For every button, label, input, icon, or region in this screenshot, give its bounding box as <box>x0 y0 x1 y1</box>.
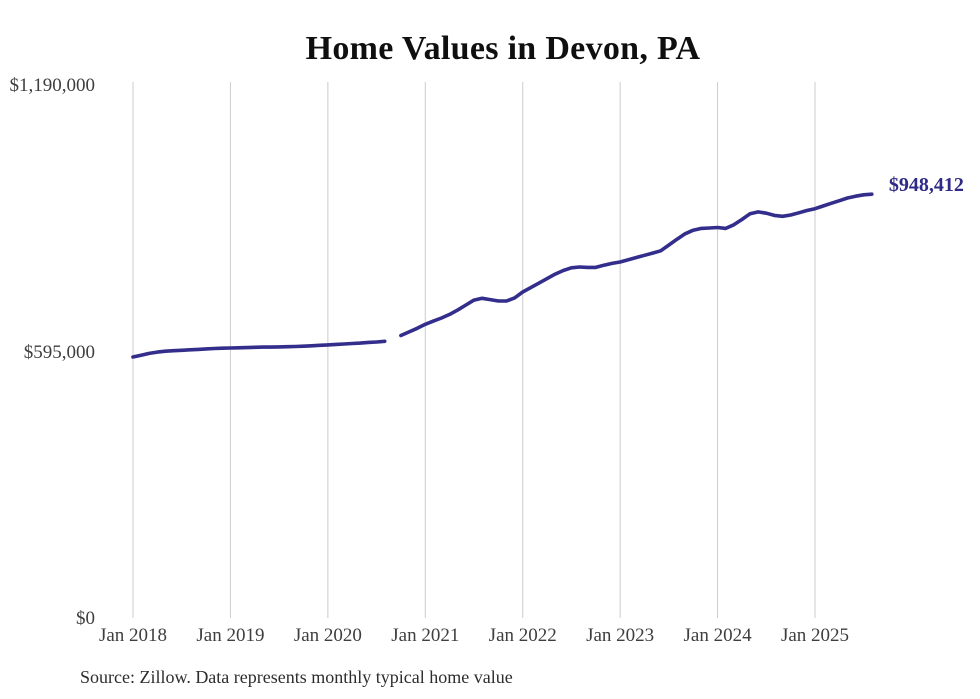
y-tick-label: $1,190,000 <box>9 75 96 96</box>
home-value-line <box>131 192 874 359</box>
source-note: Source: Zillow. Data represents monthly … <box>80 667 513 687</box>
current-value-label: $948,412 <box>888 174 964 197</box>
y-tick-label: $0 <box>76 608 95 629</box>
x-tick-label: Jan 2019 <box>196 625 265 646</box>
x-tick-label: Jan 2020 <box>293 625 362 646</box>
y-tick-label: $595,000 <box>23 341 95 363</box>
x-tick-label: Jan 2023 <box>586 625 655 646</box>
x-tick-label: Jan 2024 <box>683 625 752 646</box>
x-tick-label: Jan 2018 <box>98 625 168 646</box>
x-tick-label: Jan 2022 <box>488 625 557 646</box>
x-tick-label: Jan 2025 <box>780 625 850 646</box>
chart-title: Home Values in Devon, PA <box>305 30 701 67</box>
x-tick-label: Jan 2021 <box>391 625 460 646</box>
